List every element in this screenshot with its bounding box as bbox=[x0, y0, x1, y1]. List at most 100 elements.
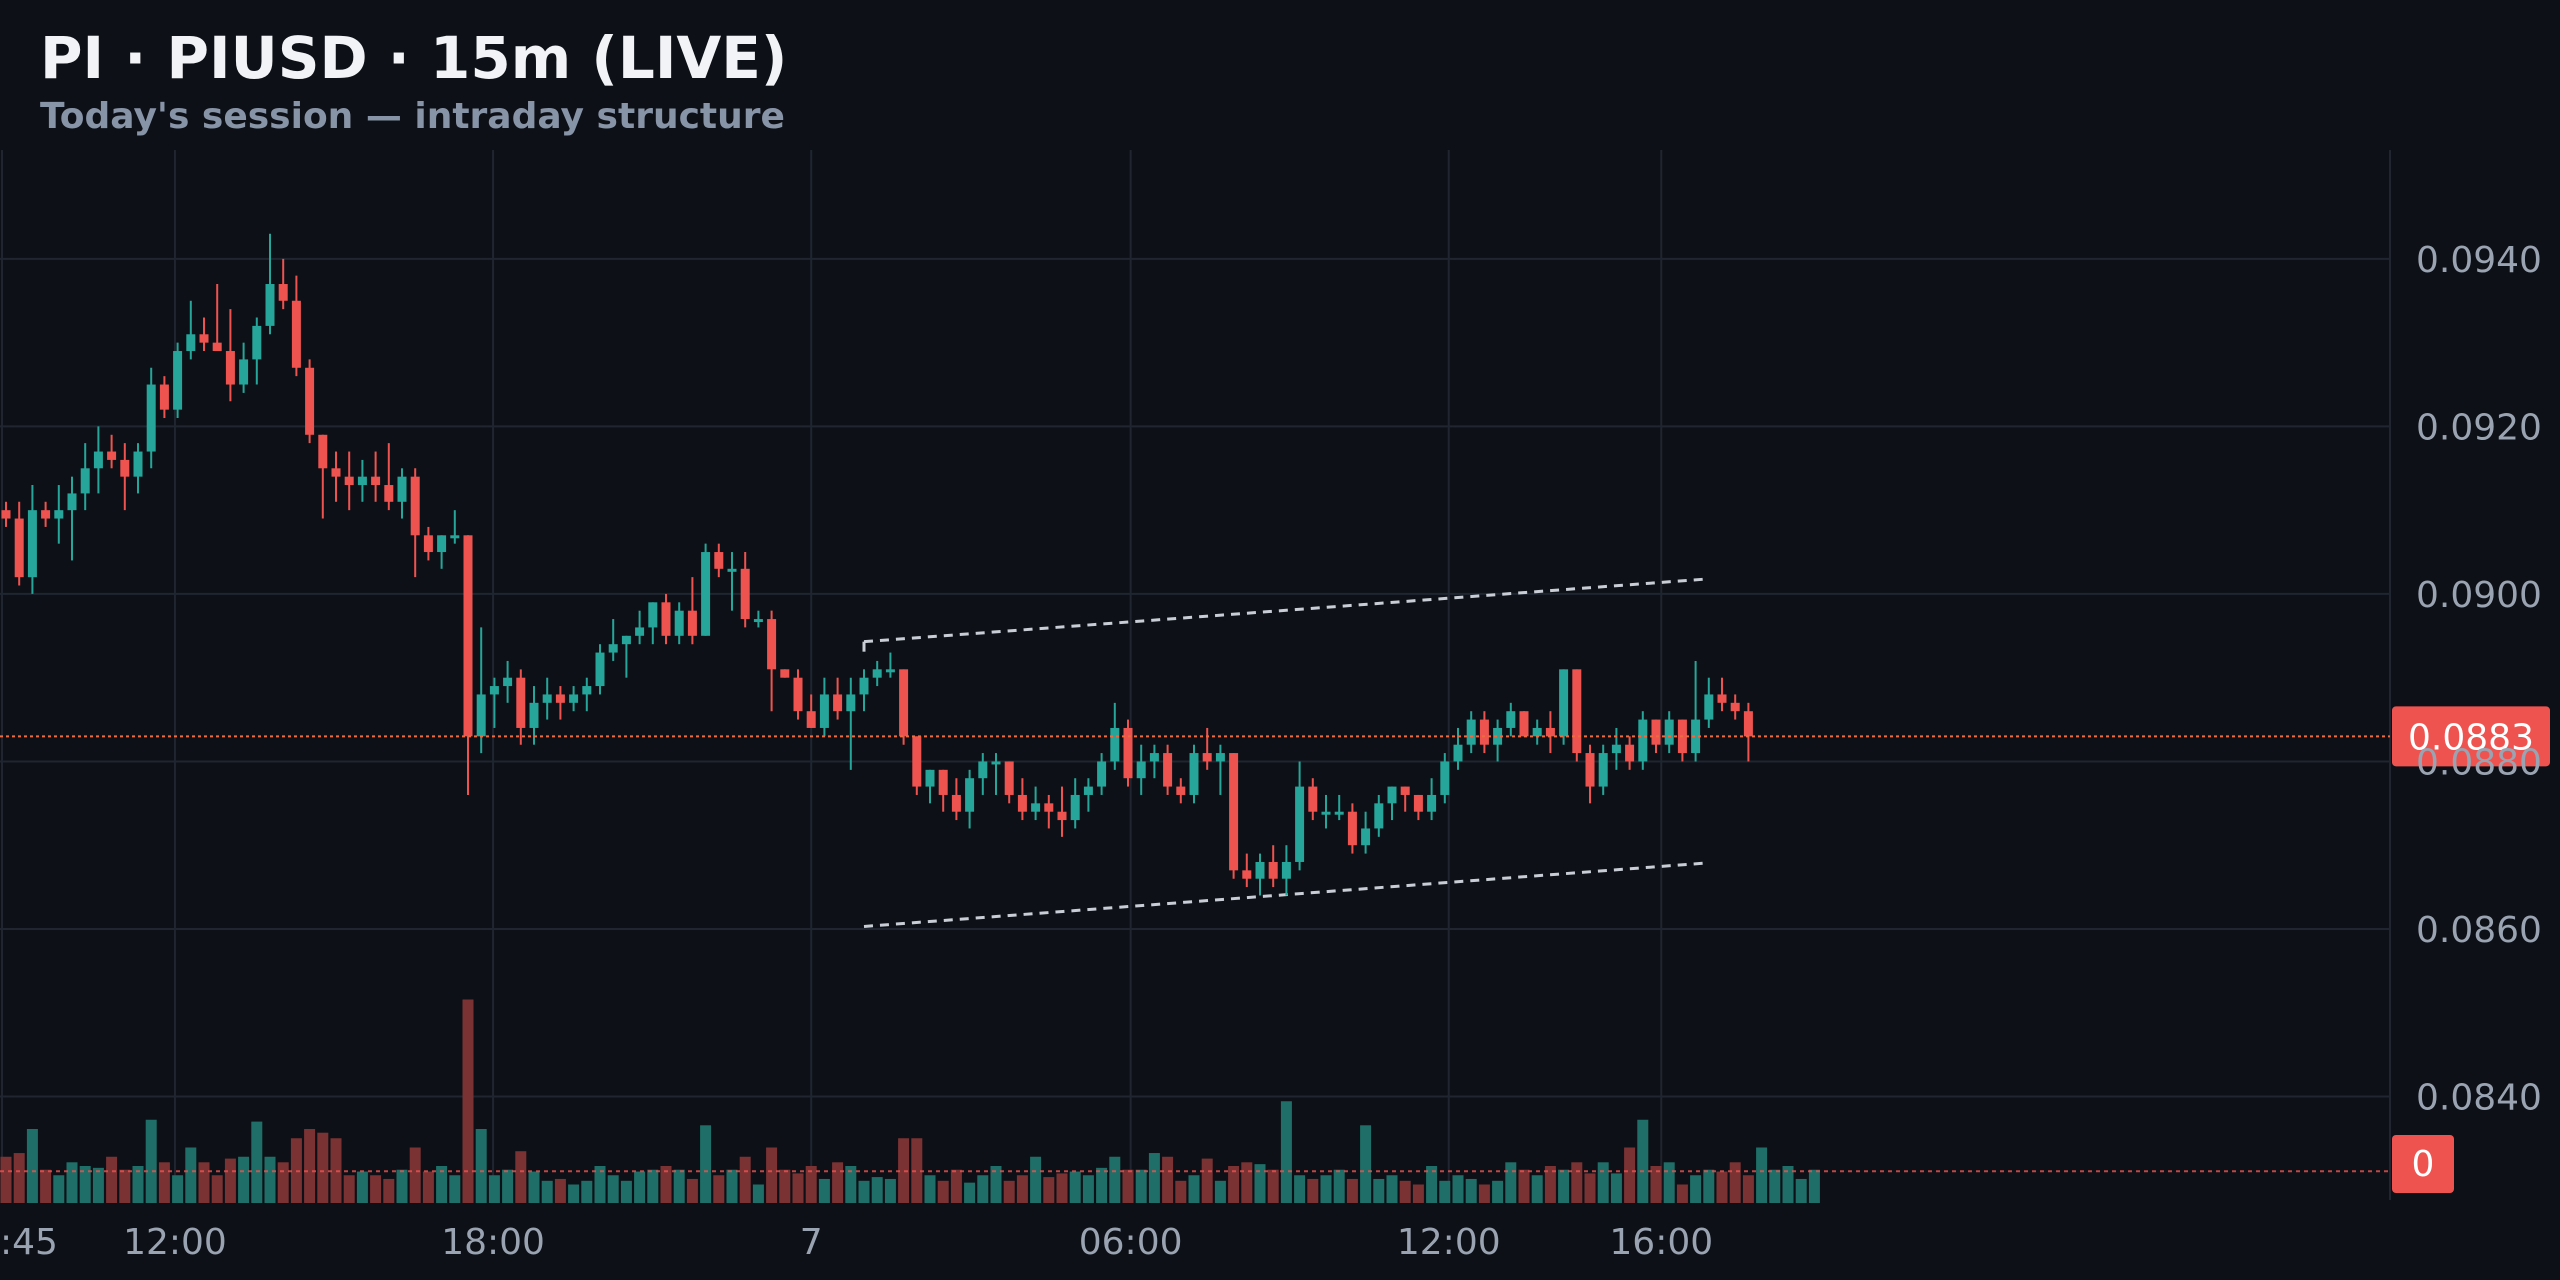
volume-bar bbox=[964, 1182, 976, 1203]
volume-bar bbox=[647, 1169, 659, 1203]
volume-bar bbox=[370, 1175, 382, 1203]
candle-body bbox=[1097, 761, 1107, 787]
volume-bar bbox=[356, 1171, 368, 1203]
volume-bar bbox=[488, 1175, 500, 1203]
volume-bar bbox=[462, 999, 474, 1203]
volume-bar bbox=[53, 1175, 65, 1203]
volume-bar bbox=[792, 1173, 804, 1203]
candle-body bbox=[938, 769, 948, 795]
volume-bar bbox=[106, 1156, 118, 1203]
volume-bar bbox=[911, 1138, 923, 1203]
candle-body bbox=[1215, 753, 1225, 762]
candle-body bbox=[1189, 753, 1199, 795]
candle-body bbox=[1083, 786, 1093, 795]
candle-body bbox=[1691, 719, 1701, 754]
volume-bar bbox=[1030, 1156, 1042, 1203]
candle-body bbox=[107, 451, 117, 460]
volume-bar bbox=[779, 1169, 791, 1203]
volume-bar bbox=[1663, 1162, 1675, 1203]
candle-body bbox=[1308, 786, 1318, 812]
volume-bar bbox=[660, 1166, 672, 1203]
candle-body bbox=[1413, 794, 1423, 812]
candle-body bbox=[1506, 711, 1516, 728]
volume-bar bbox=[1399, 1180, 1411, 1203]
volume-bar bbox=[396, 1169, 408, 1203]
candle-body bbox=[753, 619, 763, 623]
candle-body bbox=[925, 769, 935, 787]
volume-bar bbox=[238, 1156, 250, 1203]
candle-body bbox=[397, 476, 407, 502]
price-tick-label: 0.0860 bbox=[2416, 910, 2542, 951]
candle-body bbox=[965, 778, 975, 812]
volume-bar bbox=[673, 1169, 685, 1203]
candle-body bbox=[305, 367, 315, 435]
candle-body bbox=[780, 669, 790, 678]
candle-body bbox=[1453, 744, 1463, 762]
candle-body bbox=[463, 535, 473, 737]
volume-bar bbox=[568, 1184, 580, 1203]
candle-body bbox=[674, 610, 684, 636]
candle-body bbox=[1176, 786, 1186, 795]
volume-bar bbox=[198, 1162, 210, 1203]
candle-body bbox=[1387, 786, 1397, 804]
volume-bar bbox=[1597, 1162, 1609, 1203]
volume-bar bbox=[0, 1156, 12, 1203]
volume-bar bbox=[1426, 1166, 1438, 1203]
candle-body bbox=[1149, 753, 1159, 762]
volume-bar bbox=[1056, 1173, 1068, 1203]
candle-body bbox=[1334, 811, 1344, 815]
candle-body bbox=[476, 694, 486, 737]
volume-bar bbox=[832, 1162, 844, 1203]
volume-bar bbox=[224, 1158, 236, 1203]
volume-bar bbox=[1756, 1147, 1768, 1203]
candle-body bbox=[344, 476, 354, 486]
candle-body bbox=[859, 677, 869, 695]
volume-bar bbox=[132, 1166, 144, 1203]
volume-bar bbox=[805, 1166, 817, 1203]
volume-bar bbox=[436, 1166, 448, 1203]
volume-bar bbox=[422, 1171, 434, 1203]
volume-bar bbox=[119, 1169, 131, 1203]
candle-body bbox=[661, 602, 671, 636]
volume-bar bbox=[79, 1166, 91, 1203]
candle-body bbox=[1229, 753, 1239, 871]
time-tick-label: 7 bbox=[800, 1222, 823, 1263]
price-tick-label: 0.0900 bbox=[2416, 575, 2542, 616]
volume-bar bbox=[1558, 1169, 1570, 1203]
volume-bar bbox=[554, 1178, 566, 1203]
volume-bar bbox=[1175, 1180, 1187, 1203]
volume-bar bbox=[620, 1180, 632, 1203]
volume-bar bbox=[581, 1180, 593, 1203]
volume-bar bbox=[871, 1177, 883, 1203]
candle-body bbox=[14, 518, 24, 578]
volume-bar bbox=[1412, 1184, 1424, 1203]
volume-bar bbox=[528, 1171, 540, 1203]
volume-bars bbox=[0, 999, 2390, 1203]
volume-bar bbox=[1201, 1158, 1213, 1203]
candle-body bbox=[199, 334, 209, 343]
candle-body bbox=[278, 284, 288, 301]
volume-bar bbox=[383, 1178, 395, 1203]
volume-bar bbox=[686, 1178, 698, 1203]
candle-body bbox=[648, 602, 658, 628]
candle-body bbox=[1374, 803, 1384, 829]
candle-body bbox=[740, 568, 750, 620]
time-axis[interactable]: :45 12:00 18:00 7 06:00 12:00 16:00 bbox=[0, 1222, 1713, 1263]
candle-body bbox=[1704, 694, 1714, 720]
price-tick-label: 0.0840 bbox=[2416, 1077, 2542, 1118]
volume-bar bbox=[1716, 1171, 1728, 1203]
candle-body bbox=[331, 468, 341, 477]
candle-body bbox=[1598, 753, 1608, 787]
candle-body bbox=[899, 669, 909, 737]
volume-bar bbox=[317, 1132, 329, 1203]
volume-bar bbox=[1729, 1162, 1741, 1203]
price-axis[interactable]: 0.0940 0.0920 0.0900 0.0880 0.0860 0.0840 bbox=[2416, 240, 2542, 1119]
volume-bar bbox=[211, 1175, 223, 1203]
candle-body bbox=[1664, 719, 1674, 745]
volume-bar bbox=[1280, 1101, 1292, 1203]
volume-bar bbox=[1267, 1169, 1279, 1203]
volume-bar bbox=[475, 1129, 487, 1203]
last-price-marker: 0.0883 0 bbox=[0, 706, 2550, 1193]
volume-bar bbox=[1346, 1178, 1358, 1203]
